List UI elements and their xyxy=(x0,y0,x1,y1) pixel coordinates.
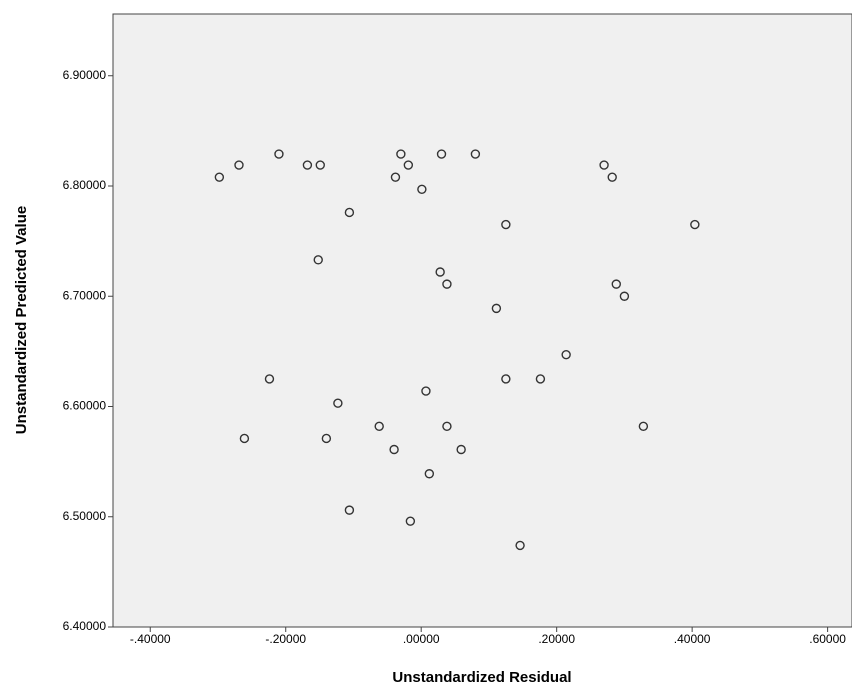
y-tick-label: 6.90000 xyxy=(63,68,107,82)
x-tick-label: .00000 xyxy=(403,632,440,646)
x-tick-label: -.40000 xyxy=(130,632,171,646)
x-tick-label: .40000 xyxy=(674,632,711,646)
y-tick-label: 6.70000 xyxy=(63,288,107,302)
plot-area xyxy=(113,14,852,627)
y-tick-label: 6.40000 xyxy=(63,619,107,633)
x-tick-label: -.20000 xyxy=(265,632,306,646)
y-tick-label: 6.50000 xyxy=(63,509,107,523)
x-tick-label: .20000 xyxy=(538,632,575,646)
y-tick-label: 6.60000 xyxy=(63,399,107,413)
x-axis-title: Unstandardized Residual xyxy=(392,669,571,686)
y-axis-title: Unstandardized Predicted Value xyxy=(13,206,30,434)
page: {"chart_data": {"type": "scatter", "x_la… xyxy=(0,0,852,687)
chart: Unstandardized Residual Unstandardized P… xyxy=(0,0,852,687)
y-tick-label: 6.80000 xyxy=(63,178,107,192)
x-tick-label: .60000 xyxy=(809,632,846,646)
